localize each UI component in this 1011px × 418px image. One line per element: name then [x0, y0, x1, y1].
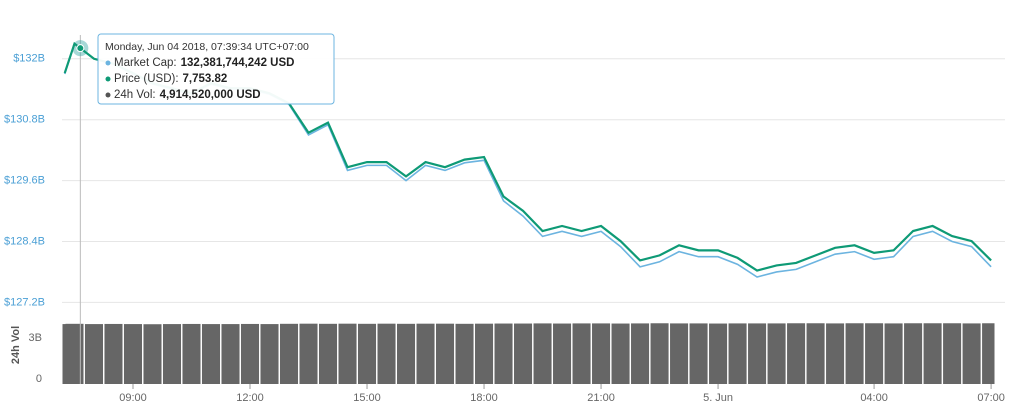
- tooltip-label: 24h Vol:: [114, 89, 156, 101]
- volume-bar: [884, 323, 903, 384]
- y-tick-label: 3B: [29, 332, 42, 344]
- volume-bar: [845, 323, 864, 384]
- x-tick-label: 5. Jun: [703, 392, 733, 404]
- x-tick-label: 09:00: [119, 392, 147, 404]
- volume-bar: [416, 323, 435, 384]
- x-tick-label: 15:00: [353, 392, 381, 404]
- tooltip-bullet: [105, 60, 111, 66]
- tooltip-title: Monday, Jun 04 2018, 07:39:34 UTC+07:00: [105, 41, 309, 53]
- volume-bar: [162, 324, 182, 384]
- volume-bar: [65, 323, 84, 384]
- tooltip-bullet: [105, 92, 111, 98]
- volume-bar: [826, 323, 845, 384]
- volume-bar: [240, 323, 260, 384]
- volume-bar: [279, 323, 299, 384]
- tooltip-value: 7,753.82: [183, 73, 228, 85]
- y-tick-label: $128.4B: [4, 235, 45, 247]
- volume-bar: [689, 323, 708, 384]
- hover-dot: [76, 44, 85, 53]
- volume-bar: [982, 323, 995, 384]
- tooltip-bullet: [105, 76, 111, 82]
- volume-bar: [728, 323, 747, 384]
- volume-bar: [748, 323, 767, 384]
- tooltip: Monday, Jun 04 2018, 07:39:34 UTC+07:00 M…: [97, 33, 335, 105]
- volume-bar: [221, 324, 240, 384]
- volume-bar: [84, 324, 104, 384]
- volume-bar: [299, 323, 318, 384]
- volume-bar: [806, 323, 825, 384]
- y-tick-label: $129.6B: [4, 174, 45, 186]
- volume-bar: [260, 324, 279, 384]
- y-tick-label: 0: [36, 373, 42, 385]
- tooltip-box: [97, 33, 335, 105]
- tooltip-label: Price (USD):: [114, 73, 179, 85]
- volume-axis-label: 24h Vol: [10, 326, 22, 364]
- volume-bar: [650, 323, 669, 384]
- y-tick-label: $132B: [13, 53, 45, 65]
- volume-bar: [357, 323, 377, 384]
- y-tick-label: $127.2B: [4, 296, 45, 308]
- volume-bar: [436, 323, 455, 384]
- volume-bar: [767, 323, 786, 384]
- volume-bar: [143, 324, 162, 384]
- volume-bar: [787, 323, 806, 384]
- x-tick-label: 04:00: [860, 392, 888, 404]
- tooltip-label: Market Cap:: [114, 57, 177, 69]
- tooltip-value: 132,381,744,242 USD: [181, 57, 295, 69]
- x-tick-label: 18:00: [470, 392, 498, 404]
- volume-bar: [670, 323, 689, 384]
- volume-bar: [338, 323, 357, 384]
- volume-bar: [553, 323, 572, 384]
- volume-bar: [923, 323, 942, 384]
- volume-bar: [377, 323, 396, 384]
- tooltip-value: 4,914,520,000 USD: [160, 89, 261, 101]
- volume-bar: [397, 323, 416, 384]
- volume-bar: [318, 323, 338, 384]
- volume-bar: [865, 323, 884, 384]
- x-tick-label: 21:00: [587, 392, 615, 404]
- volume-bar: [709, 323, 728, 384]
- volume-bar: [455, 323, 474, 384]
- volume-bar: [904, 323, 923, 384]
- x-tick-label: 12:00: [236, 392, 264, 404]
- volume-bar: [572, 323, 591, 384]
- volume-bar: [475, 323, 494, 384]
- volume-bar: [123, 324, 143, 384]
- volume-bar: [182, 323, 201, 384]
- volume-bar: [104, 323, 123, 384]
- volume-bar: [533, 323, 552, 384]
- volume-bar: [611, 323, 630, 384]
- volume-bar: [631, 323, 650, 384]
- volume-bar: [592, 323, 611, 384]
- volume-bar: [201, 324, 221, 384]
- y-tick-label: $130.8B: [4, 114, 45, 126]
- volume-bar: [962, 323, 981, 384]
- volume-bar: [494, 323, 513, 384]
- x-tick-label: 07:00: [977, 392, 1005, 404]
- volume-bar: [514, 323, 533, 384]
- volume-bar: [943, 323, 962, 384]
